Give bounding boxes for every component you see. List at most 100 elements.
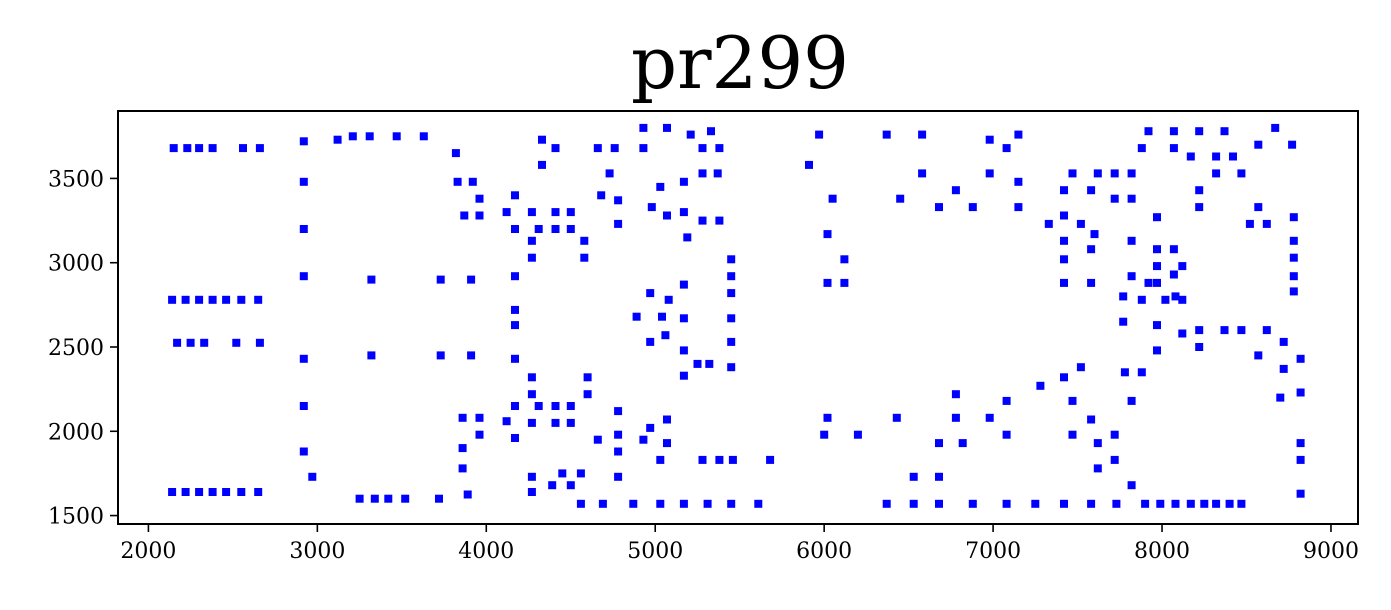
data-point: [1169, 144, 1178, 153]
data-point: [1296, 354, 1305, 363]
data-point: [1289, 213, 1298, 222]
data-point: [1127, 396, 1136, 405]
data-point: [511, 434, 519, 442]
data-point: [1044, 219, 1053, 228]
y-axis: 1500 2000 2500 3000 3500: [48, 167, 118, 530]
data-point: [348, 132, 357, 141]
data-point: [805, 160, 813, 169]
data-point: [467, 275, 476, 284]
x-tick-label: 5000: [627, 539, 683, 564]
data-point: [882, 130, 891, 139]
data-point: [1060, 373, 1068, 382]
data-point: [663, 415, 671, 424]
data-point: [656, 182, 665, 191]
data-point: [502, 208, 511, 217]
data-point: [918, 169, 927, 178]
data-point: [1195, 127, 1204, 136]
data-point: [1036, 381, 1045, 390]
data-point: [1279, 364, 1288, 373]
data-point: [1153, 278, 1161, 287]
data-point: [713, 169, 722, 178]
data-point: [1127, 272, 1136, 281]
data-point: [1161, 295, 1170, 304]
data-point: [1254, 203, 1263, 212]
data-point: [597, 191, 606, 200]
data-point: [566, 418, 575, 427]
data-point: [299, 177, 308, 186]
data-point: [951, 390, 960, 399]
data-point: [614, 472, 623, 481]
data-point: [1144, 127, 1153, 136]
data-point: [598, 499, 607, 508]
data-point: [985, 169, 994, 178]
data-point: [538, 135, 546, 144]
data-point: [1171, 499, 1180, 508]
data-point: [1110, 194, 1119, 203]
y-tick-label: 2000: [48, 420, 104, 445]
data-point: [1127, 481, 1136, 490]
data-point: [458, 444, 467, 453]
data-point: [727, 255, 736, 264]
data-point: [935, 472, 943, 481]
data-point: [511, 272, 519, 281]
x-tick-label: 6000: [796, 539, 852, 564]
data-point: [815, 130, 824, 139]
data-point: [664, 295, 673, 304]
data-point: [254, 295, 263, 304]
data-point: [1002, 430, 1011, 439]
data-point: [299, 272, 308, 281]
data-point: [168, 295, 177, 304]
data-point: [468, 177, 477, 186]
plot-area: [118, 111, 1358, 524]
data-point: [1153, 245, 1161, 254]
data-point: [1127, 236, 1136, 245]
data-point: [1060, 278, 1068, 287]
data-point: [1144, 278, 1153, 287]
data-point: [527, 253, 536, 262]
data-point: [1186, 499, 1195, 508]
data-point: [168, 488, 177, 496]
data-point: [614, 407, 623, 416]
data-point: [222, 488, 231, 496]
y-tick-label: 3000: [48, 252, 104, 277]
data-point: [548, 481, 557, 490]
data-point: [1289, 236, 1298, 245]
data-point: [511, 321, 519, 330]
data-point: [527, 418, 536, 427]
data-point: [1178, 329, 1187, 338]
data-point: [593, 435, 602, 444]
data-point: [208, 144, 217, 153]
data-point: [1076, 219, 1085, 228]
data-point: [820, 430, 829, 439]
data-point: [463, 490, 472, 499]
data-point: [892, 413, 901, 422]
data-point: [208, 488, 217, 496]
data-point: [1195, 326, 1204, 335]
data-point: [401, 494, 410, 503]
data-point: [1220, 127, 1229, 136]
data-point: [308, 472, 317, 481]
data-point: [576, 499, 585, 508]
data-point: [698, 144, 707, 153]
data-point: [593, 144, 602, 153]
data-point: [222, 295, 231, 304]
data-point: [1271, 123, 1280, 132]
data-point: [1195, 343, 1204, 351]
data-point: [715, 216, 724, 225]
data-point: [686, 130, 695, 139]
data-point: [1237, 499, 1246, 508]
x-tick-label: 7000: [965, 539, 1021, 564]
data-point: [1220, 326, 1229, 335]
data-point: [1156, 499, 1165, 508]
data-point: [419, 132, 428, 141]
data-point: [1137, 368, 1146, 377]
data-point: [580, 253, 589, 262]
data-point: [255, 144, 264, 153]
data-point: [823, 230, 832, 239]
data-point: [181, 488, 190, 496]
data-point: [1120, 368, 1129, 377]
data-point: [436, 275, 445, 284]
data-point: [639, 435, 648, 444]
data-point: [1153, 262, 1161, 271]
data-point: [683, 233, 692, 242]
